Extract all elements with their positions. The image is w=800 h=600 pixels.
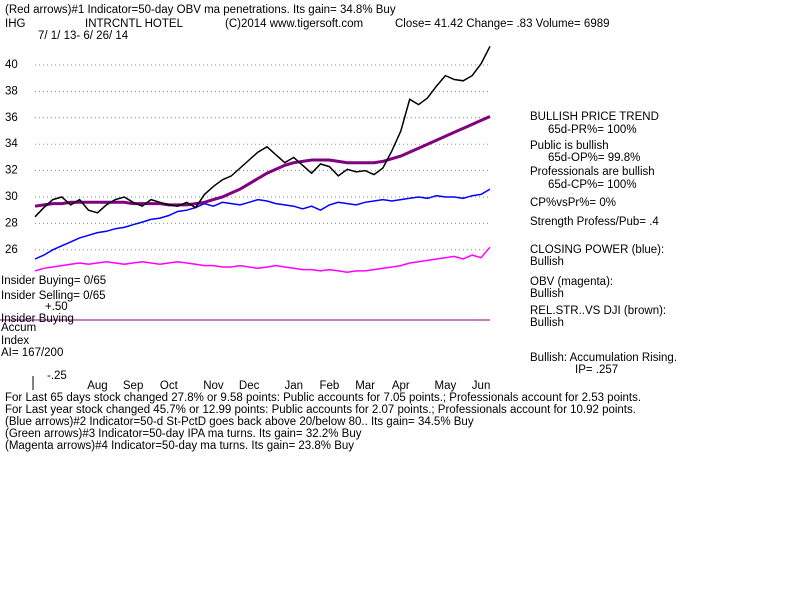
y-tick-label: 40 xyxy=(5,59,18,71)
annotation: Bullish: Accumulation Rising. xyxy=(530,352,677,364)
series-line xyxy=(34,188,491,260)
annotation: CP%vsPr%= 0% xyxy=(530,197,616,209)
x-tick-label: Feb xyxy=(319,380,339,392)
annotation: For Last 65 days stock changed 27.8% or … xyxy=(5,392,641,404)
y-tick-label: 26 xyxy=(5,244,18,256)
x-tick-label: Nov xyxy=(203,380,224,392)
annotation: BULLISH PRICE TREND xyxy=(530,111,659,123)
annotation: (Blue arrows)#2 Indicator=50-d St-PctD g… xyxy=(5,416,474,428)
annotation: Bullish xyxy=(530,288,564,300)
annotation: 7/ 1/ 13- 6/ 26/ 14 xyxy=(38,30,129,42)
annotation: Public is bullish xyxy=(530,140,609,152)
annotation: Index xyxy=(1,335,29,347)
annotation: Insider Selling= 0/65 xyxy=(1,290,106,302)
x-tick-label: Sep xyxy=(123,380,143,392)
annotation: Insider Buying xyxy=(1,313,74,325)
x-tick-label: Aug xyxy=(87,380,107,392)
series-line xyxy=(34,45,491,218)
annotation: +.50 xyxy=(45,301,68,313)
annotation: (Red arrows)#1 Indicator=50-day OBV ma p… xyxy=(5,4,396,16)
y-tick-label: 32 xyxy=(5,165,18,177)
y-tick-label: 34 xyxy=(5,138,18,150)
annotation: Professionals are bullish xyxy=(530,166,655,178)
annotation: IP= .257 xyxy=(575,364,618,376)
annotation: For Last year stock changed 45.7% or 12.… xyxy=(5,404,636,416)
x-tick-label: Mar xyxy=(355,380,375,392)
annotation: 65d-CP%= 100% xyxy=(548,179,637,191)
y-tick-label: 36 xyxy=(5,112,18,124)
y-tick-label: 28 xyxy=(5,217,18,229)
x-tick-label: Apr xyxy=(392,380,410,392)
annotation: REL.STR..VS DJI (brown): xyxy=(530,305,666,317)
annotation: 65d-PR%= 100% xyxy=(548,124,637,136)
annotation: CLOSING POWER (blue): xyxy=(530,244,664,256)
annotation: Strength Profess/Pub= .4 xyxy=(530,216,659,228)
annotation: IHG xyxy=(5,18,26,30)
annotation: Bullish xyxy=(530,317,564,329)
annotation: AI= 167/200 xyxy=(1,347,63,359)
annotation: Close= 41.42 Change= .83 Volume= 6989 xyxy=(395,18,610,30)
y-tick-label: 30 xyxy=(5,191,18,203)
annotation: Insider Buying= 0/65 xyxy=(1,275,106,287)
annotation: (C)2014 www.tigersoft.com xyxy=(225,18,363,30)
x-tick-label: Oct xyxy=(160,380,179,392)
x-tick-label: Dec xyxy=(239,380,260,392)
annotation: Accum xyxy=(1,322,36,334)
series-line xyxy=(34,246,491,273)
x-tick-label: Jun xyxy=(472,380,491,392)
annotation: (Green arrows)#3 Indicator=50-day IPA ma… xyxy=(5,428,362,440)
annotation: 65d-OP%= 99.8% xyxy=(548,152,640,164)
annotation: -.25 xyxy=(47,370,67,382)
annotation: Bullish xyxy=(530,256,564,268)
y-tick-label: 38 xyxy=(5,85,18,97)
annotation: (Magenta arrows)#4 Indicator=50-day ma t… xyxy=(5,440,354,452)
annotation: INTRCNTL HOTEL xyxy=(85,18,184,30)
x-tick-label: May xyxy=(435,380,457,392)
annotation: OBV (magenta): xyxy=(530,276,613,288)
x-tick-label: Jan xyxy=(284,380,303,392)
